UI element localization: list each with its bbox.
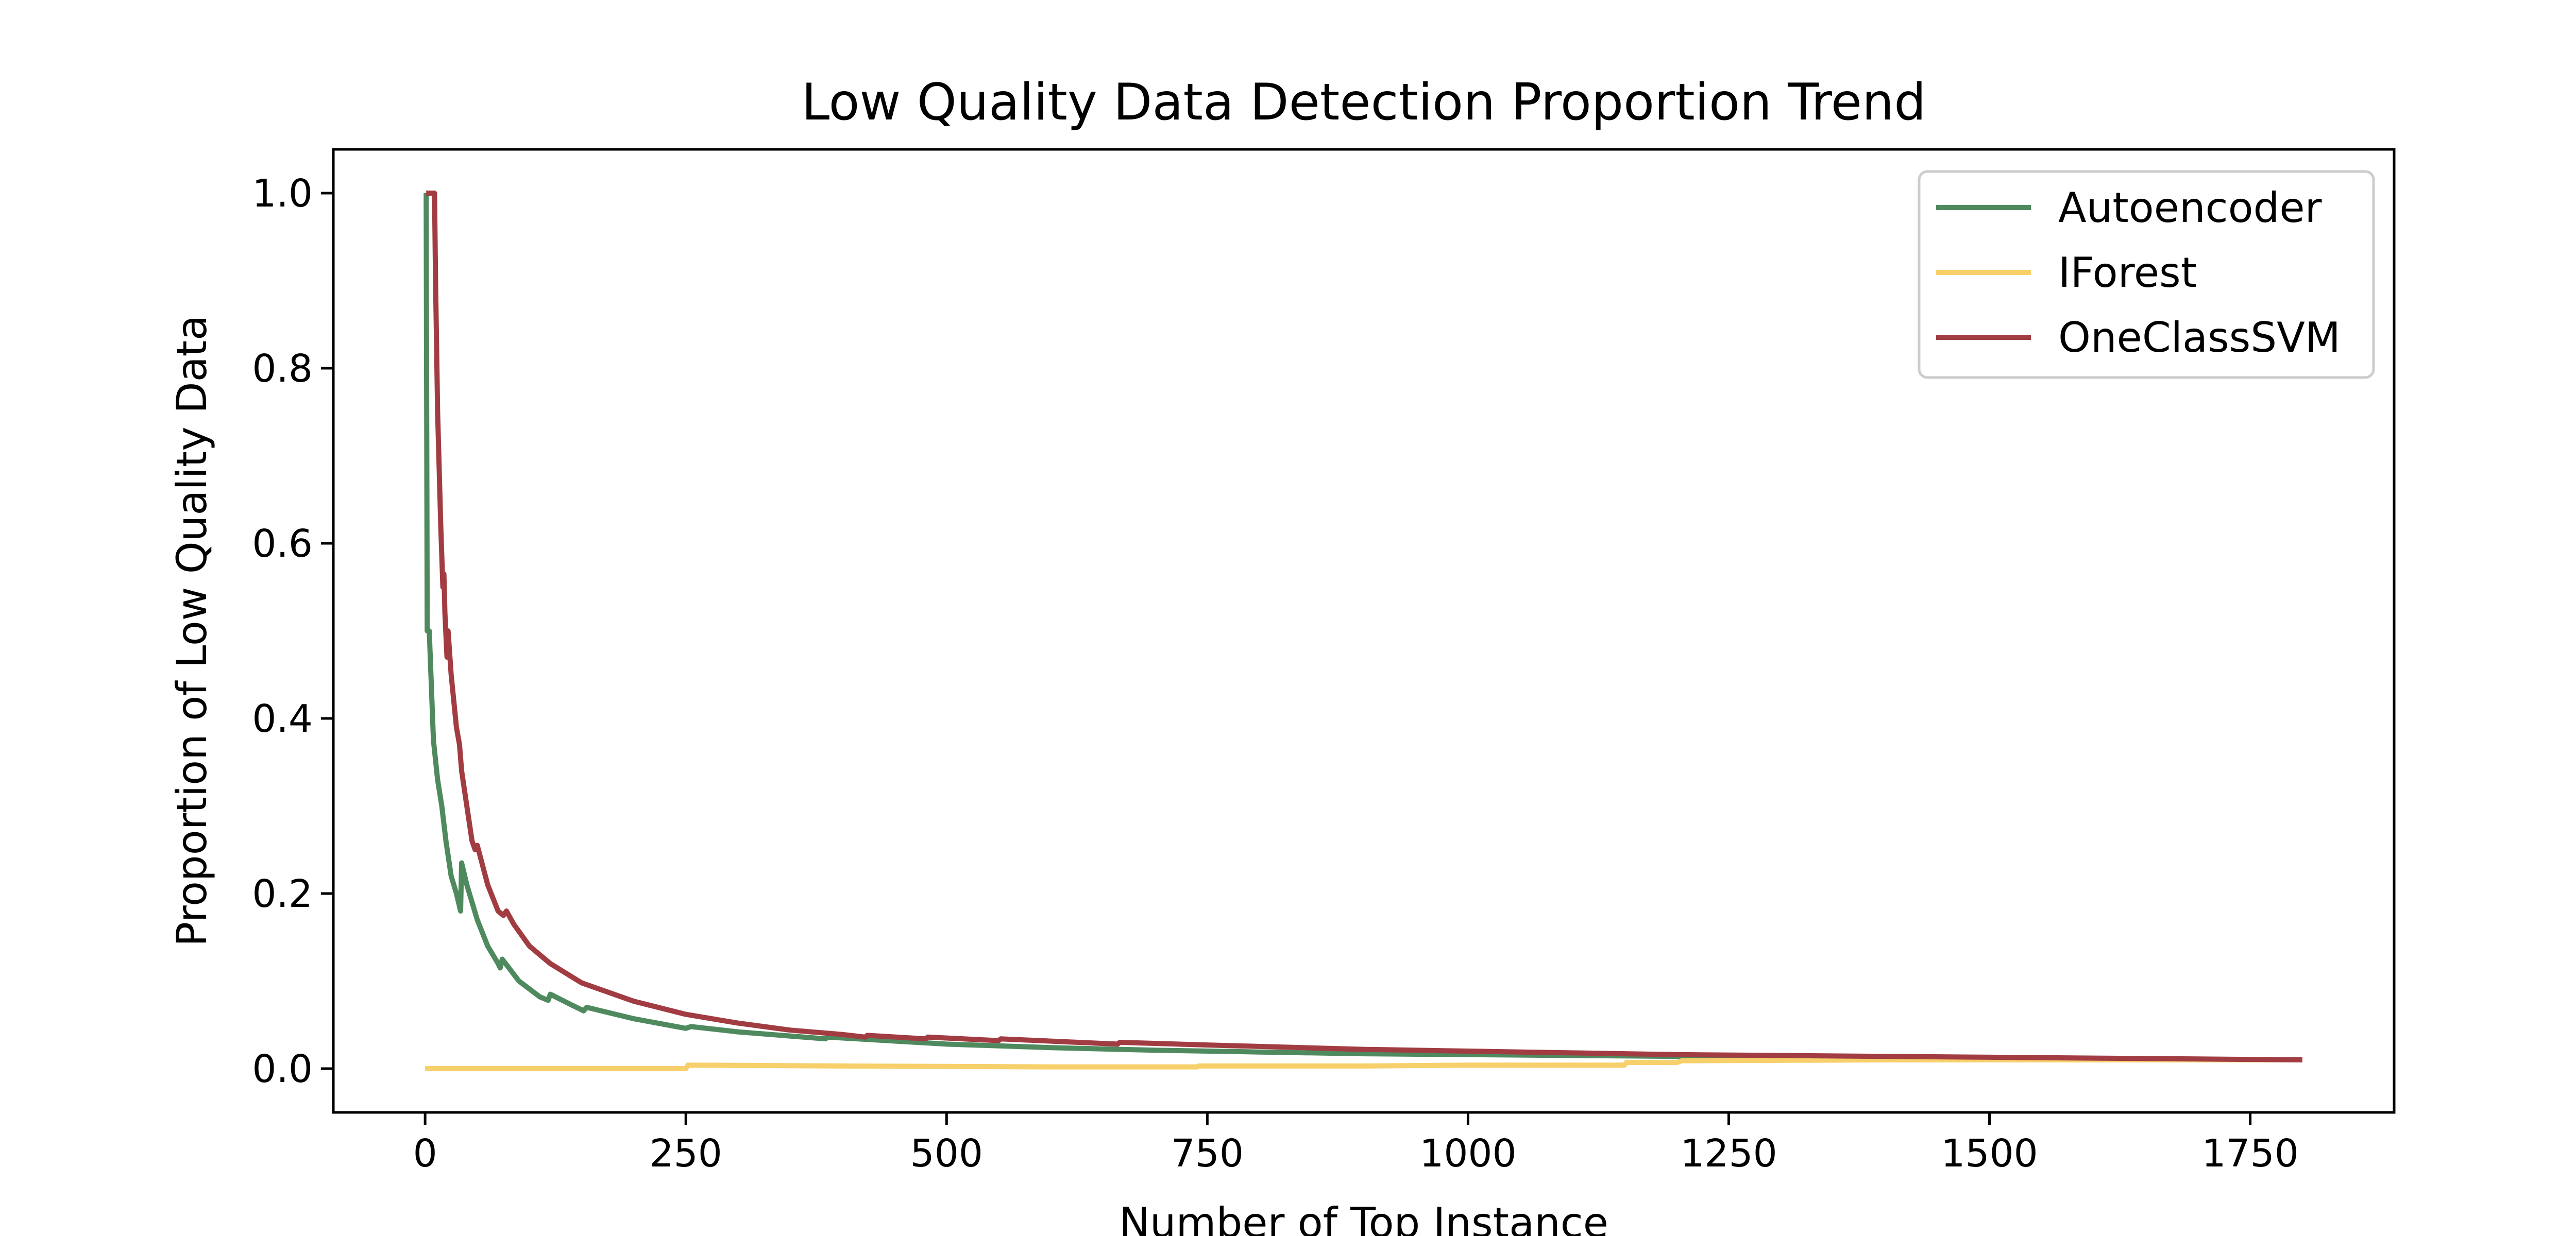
legend-label-iforest: IForest [2058, 249, 2197, 297]
x-tick-label: 1250 [1680, 1131, 1777, 1176]
plot-frame [332, 148, 2396, 1114]
x-tick-label: 250 [650, 1131, 722, 1176]
series-layer [423, 191, 2302, 1071]
x-tick-label: 750 [1171, 1131, 1244, 1176]
y-tick-label: 0.8 [252, 347, 313, 391]
x-tick-label: 1000 [1419, 1131, 1516, 1176]
y-axis: 0.0 0.2 0.4 0.6 0.8 1.0 [252, 171, 333, 1091]
y-tick-label: 0.0 [252, 1047, 313, 1091]
series-line-oneclasssvm [426, 191, 2302, 1062]
x-tick-label: 1500 [1941, 1131, 2038, 1176]
y-tick-label: 1.0 [252, 171, 313, 216]
legend-box [1918, 170, 2375, 379]
x-axis: 0 250 500 750 1000 1250 1500 1750 [413, 1112, 2299, 1176]
y-tick-label: 0.2 [252, 872, 313, 916]
x-tick-label: 500 [910, 1131, 983, 1176]
y-tick-label: 0.4 [252, 697, 313, 741]
y-axis-label: Proportion of Low Quality Data [168, 315, 216, 947]
x-axis-label: Number of Top Instance [1119, 1199, 1608, 1236]
legend: Autoencoder IForest OneClassSVM [1918, 170, 2375, 379]
legend-label-oneclasssvm: OneClassSVM [2058, 314, 2341, 362]
chart-title: Low Quality Data Detection Proportion Tr… [802, 73, 1926, 132]
y-tick-label: 0.6 [252, 522, 313, 566]
x-tick-label: 0 [413, 1131, 437, 1176]
legend-label-autoencoder: Autoencoder [2058, 184, 2322, 232]
series-line-iforest [425, 1057, 2302, 1071]
x-tick-label: 1750 [2201, 1131, 2298, 1176]
series-line-autoencoder [423, 193, 2302, 1062]
